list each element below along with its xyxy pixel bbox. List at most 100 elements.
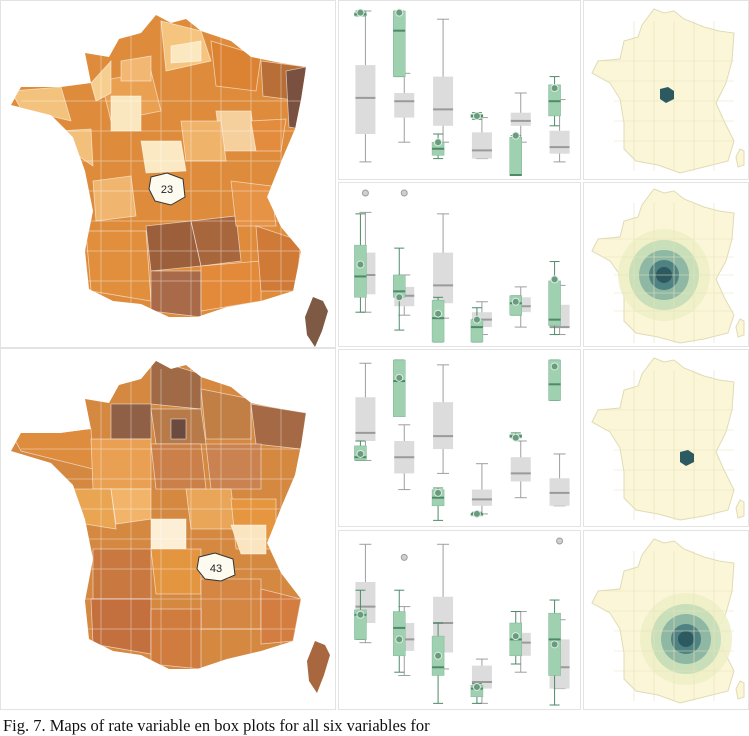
boxplot-panel-3 — [338, 349, 581, 527]
green-box — [548, 359, 561, 401]
green-mean-dot — [395, 373, 404, 382]
boxplot-var-4 — [470, 301, 492, 343]
boxplot-panel-2 — [338, 182, 581, 347]
france-map-svg-row2: 43 — [11, 361, 330, 693]
small-map-svg-2 — [591, 188, 745, 344]
highlight-badge-row2: 43 — [196, 552, 236, 582]
small-map-svg-1 — [591, 8, 745, 174]
small-map-svg-4 — [591, 538, 745, 704]
corsica-shape-row1 — [305, 297, 328, 347]
boxplot-var-1 — [354, 8, 376, 163]
green-mean-dot — [550, 362, 559, 371]
france-map-svg-row1: 23 — [11, 15, 328, 347]
gray-box — [355, 65, 376, 134]
boxplot-var-5 — [509, 286, 531, 328]
boxplot-panel-4 — [338, 530, 581, 710]
green-mean-dot — [511, 632, 520, 641]
boxplot-svg-3 — [354, 359, 570, 521]
green-mean-dot — [395, 635, 404, 644]
boxplot-var-3 — [431, 364, 454, 521]
gray-outlier — [556, 537, 564, 545]
green-mean-dot — [511, 297, 520, 306]
boxplot-var-2 — [393, 553, 415, 676]
green-mean-dot — [356, 8, 365, 17]
highlight-region-4 — [678, 631, 694, 647]
boxplot-var-4 — [470, 111, 492, 160]
green-mean-dot — [356, 449, 365, 458]
gray-outlier — [400, 189, 408, 197]
boxplot-svg-4 — [354, 537, 570, 706]
green-mean-dot — [356, 610, 365, 619]
figure-caption: Fig. 7. Maps of rate variable en box plo… — [3, 716, 430, 735]
boxplot-var-6 — [548, 76, 570, 163]
boxplot-var-4 — [470, 658, 492, 704]
highlight-badge-row1: 23 — [148, 172, 186, 206]
boxplot-svg-1 — [354, 8, 570, 176]
green-box — [393, 359, 406, 417]
boxplot-var-2 — [393, 189, 415, 331]
green-mean-dot — [472, 315, 481, 324]
boxplot-panel-1 — [338, 0, 581, 180]
small-map-4 — [583, 530, 749, 710]
boxplot-var-6 — [548, 359, 570, 507]
green-mean-dot — [356, 260, 365, 269]
small-map-1 — [583, 0, 749, 180]
boxplot-var-6 — [548, 537, 570, 706]
green-mean-dot — [472, 682, 481, 691]
green-mean-dot — [472, 509, 481, 518]
green-mean-dot — [511, 433, 520, 442]
gray-box — [433, 76, 454, 126]
gray-box — [510, 112, 531, 126]
green-mean-dot — [434, 309, 443, 318]
green-mean-dot — [395, 8, 404, 17]
boxplot-var-5 — [509, 92, 531, 176]
boxplot-var-3 — [431, 18, 454, 160]
green-mean-dot — [472, 111, 481, 120]
boxplot-var-5 — [509, 432, 531, 499]
boxplot-var-1 — [354, 189, 376, 313]
small-map-svg-3 — [591, 357, 745, 521]
corsica-shape-row2 — [307, 641, 330, 693]
gray-outlier — [400, 553, 408, 561]
gray-box — [471, 132, 492, 159]
gray-box — [510, 457, 531, 482]
green-mean-dot — [434, 488, 443, 497]
boxplot-var-6 — [548, 261, 570, 336]
small-map-2 — [583, 182, 749, 347]
gray-box — [471, 489, 492, 506]
highlight-label-row2: 43 — [210, 563, 222, 575]
green-box — [354, 244, 367, 298]
highlight-region-3 — [680, 450, 694, 466]
green-mean-dot — [550, 640, 559, 649]
boxplot-var-2 — [393, 359, 415, 491]
green-mean-dot — [550, 275, 559, 284]
boxplot-var-3 — [431, 543, 454, 704]
choropleth-map-row2: 43 — [0, 348, 336, 710]
boxplot-var-4 — [470, 463, 492, 518]
green-box — [431, 300, 445, 343]
green-mean-dot — [550, 84, 559, 93]
highlight-region-1 — [660, 87, 674, 103]
boxplot-svg-2 — [354, 189, 570, 343]
small-map-3 — [583, 349, 749, 527]
gray-box — [394, 93, 415, 118]
gray-box — [433, 252, 454, 304]
boxplot-var-2 — [393, 8, 415, 143]
green-box — [509, 137, 522, 176]
green-mean-dot — [434, 651, 443, 660]
green-mean-dot — [434, 138, 443, 147]
choropleth-map-row1: 23 — [0, 0, 336, 348]
green-box — [393, 10, 406, 77]
gray-outlier — [361, 189, 369, 197]
green-mean-dot — [511, 131, 520, 140]
boxplot-var-1 — [354, 362, 376, 461]
gray-box — [355, 397, 376, 441]
boxplot-var-1 — [354, 543, 376, 644]
green-mean-dot — [395, 293, 404, 302]
green-box — [393, 611, 406, 657]
boxplot-var-3 — [431, 213, 454, 343]
gray-box — [549, 130, 570, 154]
highlight-label-row1: 23 — [161, 184, 173, 196]
gray-box — [433, 402, 454, 450]
boxplot-var-5 — [509, 611, 531, 673]
